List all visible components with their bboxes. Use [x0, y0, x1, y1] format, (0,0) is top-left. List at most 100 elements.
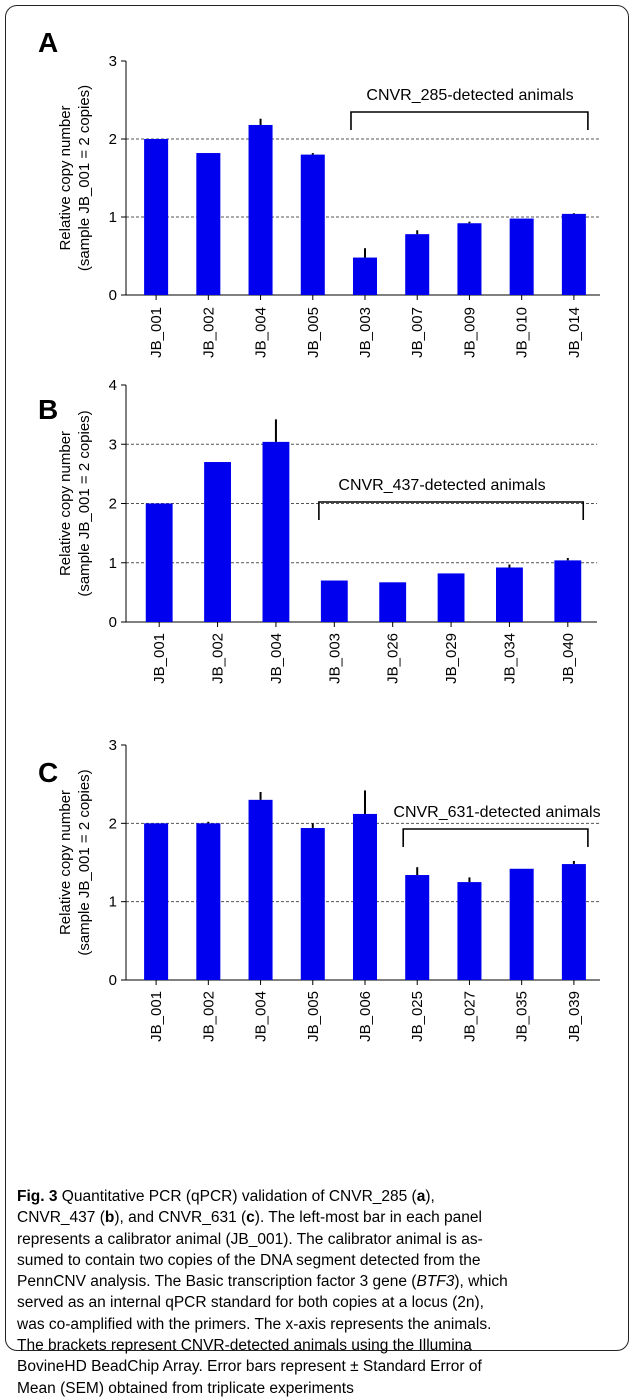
y-tick-label: 0: [109, 287, 117, 304]
x-tick-label: JB_002: [210, 633, 227, 684]
x-tick-label: JB_035: [514, 991, 531, 1042]
x-tick-label: JB_009: [461, 307, 478, 358]
x-tick-label: JB_001: [148, 307, 165, 358]
figure-caption: Fig. 3 Quantitative PCR (qPCR) validatio…: [17, 1186, 617, 1399]
caption-text: ), and CNVR_631 (: [114, 1209, 247, 1227]
x-tick-label: JB_039: [566, 991, 583, 1042]
caption-text: ). The left-most bar in each panel: [254, 1209, 482, 1227]
chart-panel-c: C 0 1 2 3 Relative copy number (sample JB_001 …: [38, 737, 601, 1042]
bar-JB_002: [196, 823, 221, 980]
bar-JB_035: [509, 868, 534, 980]
bar-JB_003: [320, 580, 348, 622]
x-tick-label: JB_004: [253, 991, 270, 1042]
caption-text: BTF3: [416, 1273, 455, 1291]
caption-text: PennCNV analysis. The Basic transcriptio…: [17, 1273, 417, 1291]
caption-text: BovineHD BeadChip Array. Error bars repr…: [17, 1358, 482, 1376]
x-tick-label: JB_005: [305, 991, 322, 1042]
detected-bracket: [318, 501, 585, 520]
caption-fig-label: Fig. 3: [17, 1188, 58, 1205]
x-tick-label: JB_026: [385, 633, 402, 684]
y-tick-label: 0: [109, 972, 117, 989]
panel-letter: A: [38, 27, 58, 58]
caption-text: Quantitative PCR (qPCR) validation of CN…: [57, 1188, 417, 1205]
bar-JB_010: [509, 218, 534, 295]
y-axis-label: (sample JB_001 = 2 copies): [76, 85, 93, 271]
y-axis-label: Relative copy number: [57, 105, 74, 250]
y-tick-label: 4: [109, 377, 117, 394]
x-tick-label: JB_001: [151, 633, 168, 684]
y-tick-label: 2: [109, 496, 117, 513]
panel-letter: C: [38, 757, 58, 788]
y-tick-label: 1: [109, 209, 117, 226]
y-tick-label: 2: [109, 131, 117, 148]
bracket-label: CNVR_437-detected animals: [338, 477, 545, 494]
bar-JB_004: [248, 124, 273, 296]
bar-JB_001: [144, 139, 169, 295]
bar-JB_034: [496, 567, 523, 622]
bar-JB_040: [554, 560, 582, 622]
chart-panel-a: A 0 1 2 3 Relative copy number (sample JB_001 …: [38, 27, 600, 358]
bracket-label: CNVR_285-detected animals: [366, 87, 573, 104]
y-tick-label: 3: [109, 436, 117, 453]
caption-text: was co-amplified with the primers. The x…: [17, 1315, 492, 1333]
x-tick-label: JB_003: [357, 307, 374, 358]
bar-JB_005: [300, 154, 325, 295]
caption-text: sumed to contain two copies of the DNA s…: [17, 1251, 481, 1269]
bar-JB_005: [300, 828, 325, 980]
caption-text: ),: [425, 1188, 435, 1205]
x-tick-label: JB_004: [268, 633, 285, 684]
bar-JB_039: [561, 864, 586, 980]
bar-JB_001: [144, 823, 169, 980]
x-tick-label: JB_029: [443, 633, 460, 684]
x-tick-label: JB_004: [253, 307, 270, 358]
chart-panel-b: B 0 1 2 3 4 Relative copy number (sample JB_001…: [38, 377, 597, 684]
x-tick-label: JB_002: [200, 991, 217, 1042]
bar-JB_014: [561, 213, 586, 295]
y-axis-label: (sample JB_001 = 2 copies): [76, 410, 93, 596]
x-tick-label: JB_007: [409, 307, 426, 358]
caption-text: The brackets represent CNVR-detected ani…: [17, 1337, 472, 1355]
caption-text: Mean (SEM) obtained from triplicate expe…: [17, 1379, 354, 1397]
bar-JB_026: [379, 582, 407, 622]
x-tick-label: JB_040: [560, 633, 577, 684]
caption-text: CNVR_437 (: [17, 1209, 105, 1227]
x-tick-label: JB_010: [514, 307, 531, 358]
x-tick-label: JB_002: [200, 307, 217, 358]
x-tick-label: JB_005: [305, 307, 322, 358]
caption-text: a: [416, 1188, 426, 1205]
x-tick-label: JB_027: [461, 991, 478, 1042]
bar-JB_001: [145, 503, 173, 622]
caption-text: b: [104, 1209, 115, 1227]
y-axis-label: (sample JB_001 = 2 copies): [76, 769, 93, 955]
detected-bracket: [350, 111, 589, 130]
figure-frame: [5, 5, 629, 1351]
bracket-label: CNVR_631-detected animals: [393, 804, 600, 821]
bar-JB_004: [262, 441, 290, 622]
caption-text: ), which: [454, 1273, 508, 1291]
x-tick-label: JB_014: [566, 307, 583, 358]
bar-JB_004: [248, 799, 273, 980]
x-tick-label: JB_025: [409, 991, 426, 1042]
bar-JB_029: [437, 573, 465, 622]
caption-text: c: [246, 1209, 255, 1227]
y-tick-label: 2: [109, 815, 117, 832]
panel-letter: B: [38, 394, 58, 425]
bar-JB_009: [457, 223, 482, 295]
caption-text: represents a calibrator animal (JB_001).…: [17, 1230, 483, 1248]
y-axis-label: Relative copy number: [57, 431, 74, 576]
caption-text: served as an internal qPCR standard for …: [17, 1294, 484, 1312]
detected-bracket: [402, 828, 589, 847]
bar-JB_006: [352, 813, 378, 980]
bar-JB_002: [204, 462, 231, 622]
x-tick-label: JB_006: [357, 991, 374, 1042]
bar-JB_027: [457, 882, 482, 980]
y-tick-label: 1: [109, 555, 117, 572]
bar-JB_025: [405, 875, 430, 980]
x-tick-label: JB_001: [148, 991, 165, 1042]
y-tick-label: 3: [109, 53, 117, 70]
y-axis-label: Relative copy number: [57, 790, 74, 935]
bar-JB_003: [352, 257, 378, 295]
bar-JB_002: [196, 153, 221, 295]
y-tick-label: 0: [109, 614, 117, 631]
